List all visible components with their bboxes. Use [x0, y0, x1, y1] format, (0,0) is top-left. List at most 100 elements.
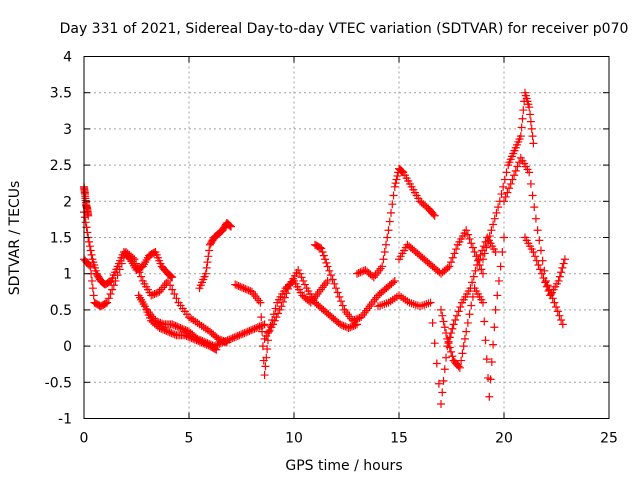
data-point — [528, 132, 537, 141]
data-point — [465, 234, 474, 243]
data-point — [85, 242, 94, 251]
data-point — [484, 237, 493, 246]
data-point — [250, 324, 259, 333]
data-point — [476, 250, 485, 259]
data-point — [418, 301, 427, 310]
data-point — [513, 162, 522, 171]
data-point — [381, 240, 390, 249]
series-track-j — [353, 164, 439, 282]
data-point — [550, 298, 559, 307]
data-point — [528, 191, 537, 200]
data-point — [387, 208, 396, 217]
data-point — [258, 327, 267, 336]
data-point — [487, 226, 496, 235]
data-point — [437, 400, 445, 409]
y-tick-label: 1 — [63, 267, 72, 283]
data-point — [133, 263, 142, 272]
data-point — [85, 237, 94, 246]
data-point — [232, 281, 241, 290]
data-point — [422, 300, 431, 309]
data-point — [455, 363, 464, 372]
data-point — [104, 294, 113, 303]
data-point — [479, 255, 487, 264]
data-point — [557, 268, 566, 277]
data-point — [213, 340, 222, 349]
axis-ticks: 0 5 10 15 20 25 -1 -0.5 0 0.5 1 1.5 2 2.5 3 3.5 4 — [45, 50, 618, 447]
data-point — [480, 317, 489, 326]
data-point — [449, 320, 458, 329]
data-point — [225, 335, 234, 344]
data-point — [469, 272, 478, 281]
data-point — [204, 252, 213, 261]
data-point — [501, 192, 510, 201]
data-point — [468, 278, 477, 287]
data-point — [318, 247, 327, 256]
data-point — [305, 297, 314, 306]
data-point — [272, 313, 281, 322]
data-point — [242, 328, 251, 337]
data-point — [534, 261, 543, 270]
data-point — [231, 280, 240, 289]
data-point — [153, 317, 162, 326]
data-point — [103, 298, 112, 307]
data-point — [156, 318, 165, 327]
data-point — [176, 324, 185, 332]
data-point — [332, 284, 340, 293]
data-point — [170, 289, 179, 298]
data-point — [530, 203, 539, 212]
data-point — [239, 284, 248, 293]
data-point — [555, 311, 564, 320]
data-point — [169, 321, 178, 330]
series-track-d — [143, 305, 269, 351]
data-point — [353, 269, 361, 278]
data-point — [220, 337, 229, 346]
data-point — [228, 334, 237, 343]
y-tick-label: 0 — [63, 339, 72, 355]
data-point — [263, 336, 272, 345]
data-point — [263, 344, 272, 353]
data-point — [554, 276, 563, 285]
data-point — [440, 323, 449, 332]
data-point — [539, 274, 548, 283]
series-track-l — [374, 233, 500, 409]
data-point — [470, 247, 479, 256]
data-point — [89, 291, 98, 300]
data-point — [437, 305, 445, 314]
data-point — [432, 359, 441, 368]
data-point — [223, 336, 232, 345]
data-point — [456, 303, 465, 312]
data-point — [170, 330, 179, 339]
data-point — [167, 272, 176, 281]
data-point — [158, 319, 167, 328]
data-point — [269, 320, 277, 329]
data-point — [226, 221, 235, 230]
series-track-m — [437, 233, 508, 401]
data-point — [385, 217, 394, 226]
data-point — [86, 246, 95, 255]
data-point — [482, 355, 491, 364]
data-point — [510, 171, 519, 180]
data-point — [216, 339, 225, 348]
data-point — [300, 280, 309, 289]
data-point — [498, 247, 507, 256]
data-point — [242, 285, 251, 294]
series-track-o — [500, 153, 567, 329]
data-point — [487, 358, 496, 367]
data-point — [555, 272, 564, 281]
data-point — [260, 320, 269, 329]
data-point — [87, 250, 96, 259]
data-point — [458, 349, 467, 358]
data-point — [257, 313, 266, 322]
data-point — [353, 320, 361, 329]
data-point — [430, 211, 439, 220]
data-point — [335, 292, 344, 301]
data-point — [200, 337, 209, 346]
data-point — [132, 259, 141, 268]
data-point — [202, 263, 211, 272]
data-point — [438, 311, 447, 320]
data-point — [445, 343, 454, 352]
data-point — [174, 323, 183, 332]
y-axis-label: SDTVAR / TECUs — [7, 181, 23, 296]
data-point — [479, 298, 487, 307]
